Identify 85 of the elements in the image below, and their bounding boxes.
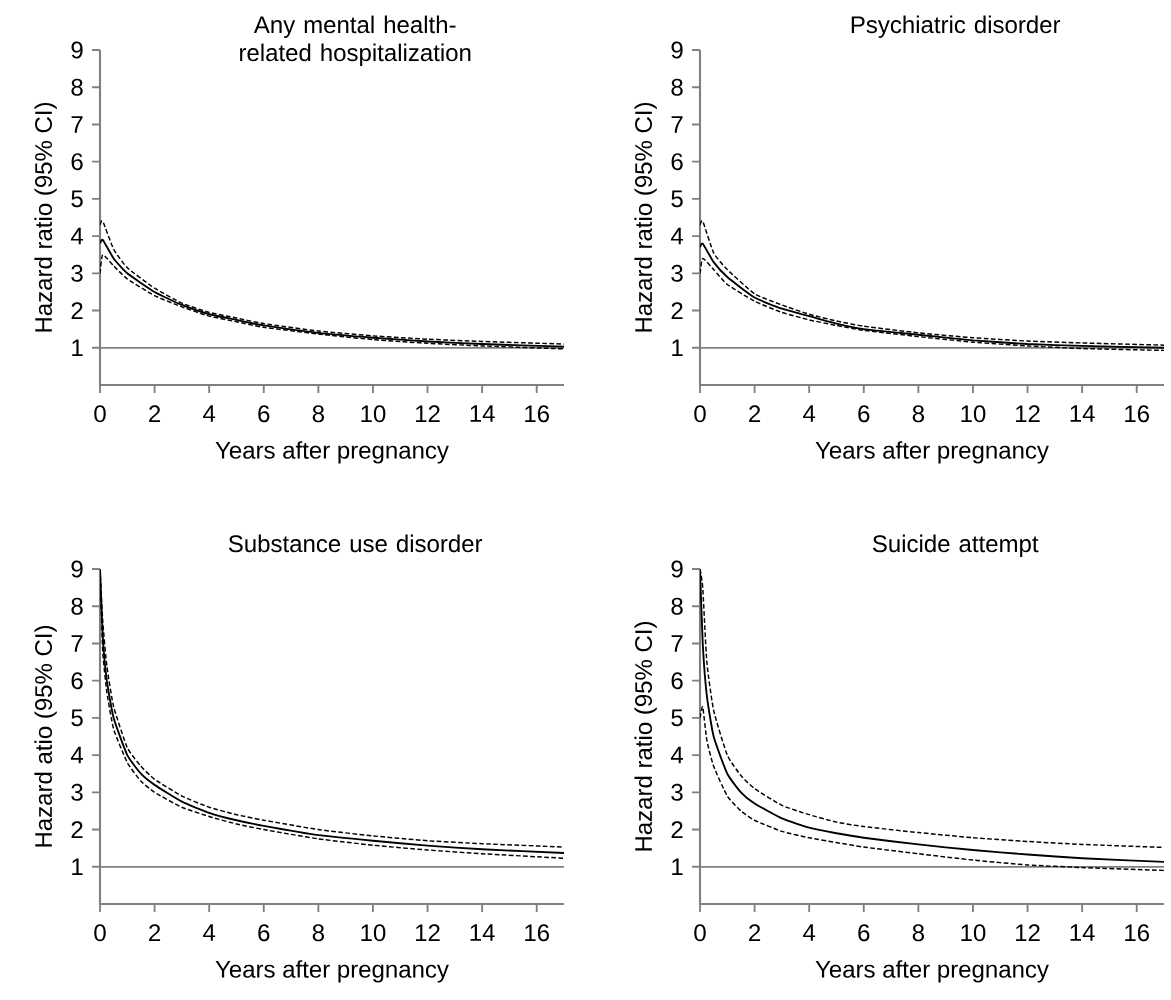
y-tick-label: 6 (671, 672, 683, 690)
x-tick-label: 4 (203, 405, 216, 422)
y-tick-label: 1 (672, 858, 683, 876)
x-tick-label: 6 (258, 924, 270, 942)
y-tick-label: 5 (71, 190, 83, 208)
y-tick-label: 4 (70, 746, 84, 764)
y-tick-label: 7 (671, 635, 683, 652)
y-axis-title: Hazard ratio (95% CI) (634, 102, 657, 332)
line-series (700, 705, 1165, 872)
y-tick-label: 2 (671, 821, 683, 838)
y-tick-label: 7 (671, 116, 683, 133)
y-tick-label: 7 (71, 635, 83, 652)
x-tick-label: 16 (1125, 405, 1150, 423)
x-tick-label: 0 (94, 405, 106, 423)
x-tick-label: 2 (149, 405, 161, 423)
y-tick-label: 9 (671, 41, 683, 59)
x-tick-label: 12 (1016, 924, 1040, 942)
y-axis-title: Hazard atio (95% CI) (34, 626, 57, 847)
x-tick-label: 14 (1070, 924, 1095, 941)
chart-title: Substance use disorder (228, 534, 483, 553)
y-tick-label: 9 (671, 560, 683, 578)
x-tick-label: 6 (858, 924, 870, 942)
x-tick-label: 14 (470, 924, 495, 941)
x-tick-label: 10 (961, 405, 986, 423)
x-tick-label: 0 (694, 924, 706, 942)
y-tick-label: 5 (671, 190, 683, 208)
y-tick-label: 3 (71, 783, 83, 801)
x-tick-label: 12 (1016, 405, 1040, 423)
y-tick-label: 6 (71, 153, 83, 171)
x-tick-label: 8 (312, 405, 324, 423)
x-axis-title: Years after pregnancy (815, 960, 1049, 983)
x-tick-label: 16 (1125, 924, 1150, 942)
y-tick-label: 2 (671, 302, 683, 319)
x-axis-title: Years after pregnancy (815, 441, 1049, 464)
x-tick-label: 8 (312, 924, 324, 942)
y-tick-label: 1 (72, 339, 83, 357)
x-tick-label: 2 (749, 405, 761, 423)
y-tick-label: 8 (671, 597, 683, 615)
x-tick-label: 4 (803, 405, 816, 422)
y-axis-title: Hazard ratio (95% CI) (34, 102, 57, 332)
x-tick-label: 8 (912, 924, 925, 942)
y-tick-label: 3 (671, 264, 683, 282)
x-tick-label: 4 (803, 924, 816, 941)
y-tick-label: 9 (71, 41, 83, 59)
x-tick-label: 6 (858, 405, 870, 423)
x-tick-label: 12 (416, 405, 440, 423)
chart-title: Psychiatric disorder (851, 15, 1061, 38)
x-tick-label: 10 (361, 405, 386, 423)
y-tick-label: 7 (71, 116, 83, 133)
y-tick-label: 8 (671, 78, 683, 96)
x-tick-label: 6 (258, 405, 270, 423)
x-tick-label: 10 (961, 924, 986, 942)
x-tick-label: 12 (416, 924, 440, 942)
y-tick-label: 3 (671, 783, 683, 801)
y-tick-label: 9 (71, 560, 83, 578)
y-tick-label: 5 (71, 709, 83, 727)
x-tick-label: 4 (203, 924, 216, 941)
y-tick-label: 2 (71, 821, 83, 838)
y-tick-label: 5 (671, 709, 683, 727)
x-axis-title: Years after pregnancy (215, 960, 449, 983)
x-tick-label: 0 (694, 405, 706, 423)
x-tick-label: 14 (470, 405, 495, 422)
y-tick-label: 2 (71, 302, 83, 319)
y-tick-label: 4 (70, 227, 84, 245)
x-tick-label: 2 (749, 924, 761, 942)
y-tick-label: 3 (71, 264, 83, 282)
y-tick-label: 8 (71, 78, 83, 96)
chart-title: Suicide attempt (872, 534, 1039, 557)
y-axis-title: Hazard ratio (95% CI) (634, 622, 657, 851)
y-tick-label: 4 (670, 746, 684, 764)
x-tick-label: 14 (1070, 405, 1095, 422)
y-tick-label: 1 (672, 339, 683, 357)
x-tick-label: 10 (361, 924, 386, 942)
y-tick-label: 8 (71, 597, 83, 615)
x-tick-label: 8 (912, 405, 925, 423)
x-tick-label: 2 (149, 924, 161, 942)
y-tick-label: 1 (72, 858, 83, 876)
x-tick-label: 16 (525, 924, 549, 942)
y-tick-label: 6 (671, 153, 683, 171)
y-tick-label: 4 (670, 227, 684, 245)
x-tick-label: 0 (94, 924, 106, 942)
x-axis-title: Years after pregnancy (215, 441, 449, 464)
x-tick-label: 16 (525, 405, 549, 423)
y-tick-label: 6 (71, 672, 83, 690)
chart-title: Any mental health-related hospitalization (240, 15, 471, 66)
